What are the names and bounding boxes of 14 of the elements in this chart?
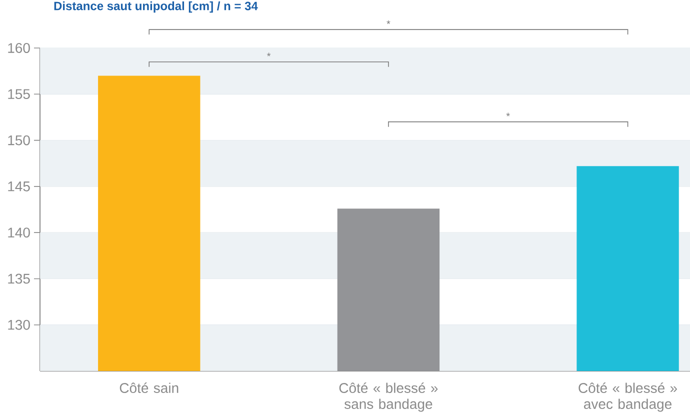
chart-title: Distance saut unipodal [cm] / n = 34 [54, 1, 258, 13]
y-tick-label: 155 [8, 89, 30, 100]
y-tick-label: 135 [8, 274, 30, 284]
annotation: * [267, 52, 271, 56]
x-tick-label: Côté « blessé » avec bandage [578, 382, 677, 412]
annotation: * [506, 112, 510, 116]
y-tick-label: 140 [8, 228, 30, 238]
x-tick-label: Côté « blessé » sans bandage [339, 382, 438, 412]
y-tick-label: 150 [8, 135, 30, 146]
text: * [386, 20, 390, 24]
x-tick-label: Côté sain [120, 382, 178, 393]
y-tick-label: 130 [8, 320, 30, 330]
y-tick-label: 160 [8, 43, 30, 53]
y-tick-label: 145 [8, 182, 30, 192]
